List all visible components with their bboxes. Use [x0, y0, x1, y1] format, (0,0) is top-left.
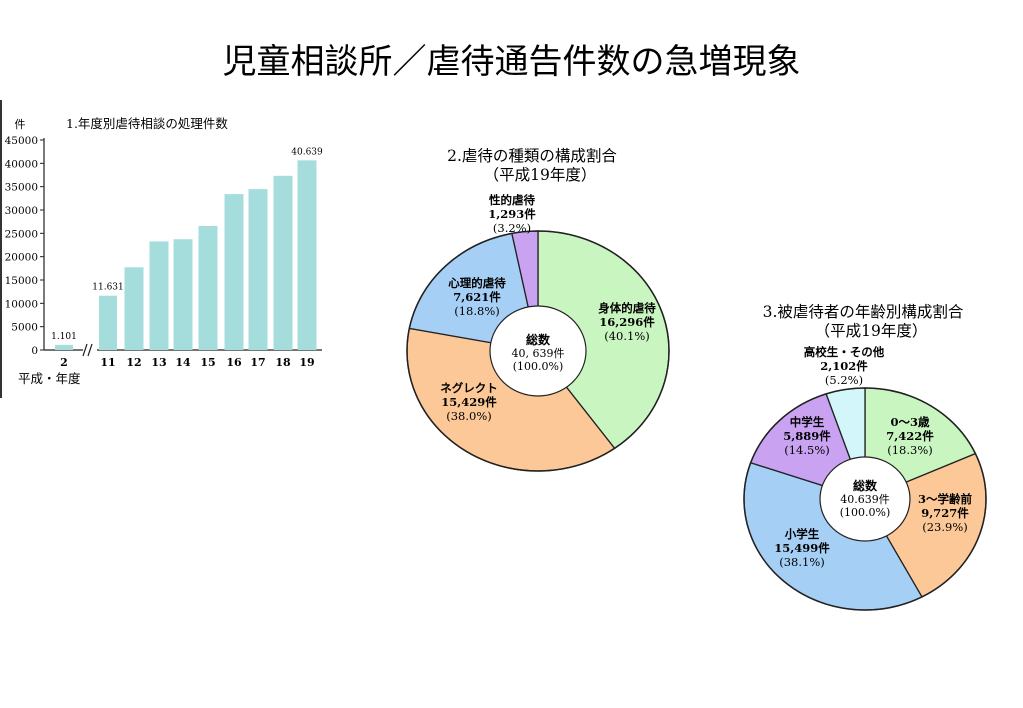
pie-center-label: 40, 639件 — [512, 347, 565, 360]
pie-center-hole — [819, 456, 911, 542]
bar — [198, 226, 218, 350]
pie-slice-percent: (14.5%) — [784, 443, 830, 457]
page-title: 児童相談所／虐待通告件数の急増現象 — [222, 42, 801, 82]
bar-x-tick-label: 18 — [275, 356, 291, 369]
left-divider — [0, 100, 2, 398]
bar — [173, 239, 193, 350]
pie-center-label: 総数 — [526, 332, 551, 347]
pie-slice-label: 中学生 — [790, 415, 825, 429]
bar-y-unit: 件 — [15, 118, 26, 131]
bar-axis-break-mark — [82, 343, 93, 357]
bar-data-label: 1.101 — [51, 332, 77, 342]
pie-slice-label: 心理的虐待 — [448, 276, 506, 290]
pie-slice-percent: (18.3%) — [887, 443, 933, 457]
bar-x-tick-label: 14 — [175, 356, 191, 369]
pie-chart-subtitle: （平成19年度） — [484, 166, 597, 184]
pie-slice-count: 2,102件 — [820, 359, 868, 373]
pie-slice-percent: (3.2%) — [493, 221, 531, 235]
bar-x-tick-label: 15 — [200, 356, 215, 369]
bar-chart-title: 1.年度別虐待相談の処理件数 — [66, 116, 228, 131]
bar-data-label: 11.631 — [92, 283, 124, 293]
pie-slice-label: 3～学齢前 — [918, 492, 973, 506]
bar-y-tick-label: 25000 — [5, 228, 38, 240]
bar-x-tick-label: 16 — [226, 356, 242, 369]
bar-x-tick-label: 2 — [60, 356, 68, 369]
bar-x-tick-label: 17 — [250, 356, 265, 369]
pie-center-label: (100.0%) — [840, 506, 891, 519]
bar-x-axis-title: 平成・年度 — [18, 371, 81, 386]
bar — [124, 267, 144, 350]
pie-slice-count: 7,422件 — [886, 429, 934, 443]
bar-data-label: 40.639 — [291, 147, 323, 157]
bar — [149, 241, 169, 350]
bar-y-tick-label: 20000 — [5, 252, 38, 264]
bar-y-tick-label: 10000 — [5, 298, 38, 310]
pie-slice-count: 7,621件 — [453, 290, 501, 304]
bar-y-tick-label: 45000 — [5, 135, 38, 147]
bar — [273, 175, 293, 350]
bar-x-tick-label: 11 — [100, 356, 115, 369]
pie-slice-count: 15,429件 — [441, 395, 497, 409]
pie-outline — [406, 230, 670, 472]
pie-slice-count: 16,296件 — [599, 315, 655, 329]
pie-slice-label: 身体的虐待 — [598, 301, 656, 315]
bar — [248, 189, 268, 350]
pie-chart-title: 3.被虐待者の年齢別構成割合 — [763, 303, 964, 321]
bar — [99, 295, 117, 350]
bar-x-tick-label: 13 — [151, 356, 166, 369]
pie-slice-percent: (23.9%) — [922, 520, 968, 534]
bar — [297, 160, 317, 350]
pie-center-label: (100.0%) — [513, 360, 564, 373]
pie-slice-count: 1,293件 — [488, 207, 536, 221]
bar-y-tick-label: 30000 — [5, 205, 38, 217]
bar — [55, 344, 73, 350]
pie-center-label: 総数 — [853, 478, 878, 493]
pie-slice-count: 9,727件 — [921, 506, 969, 520]
pie-slice-percent: (40.1%) — [604, 329, 650, 343]
pie-slice-label: 性的虐待 — [489, 193, 535, 207]
bar-y-tick-label: 35000 — [5, 182, 38, 194]
pie-slice-percent: (38.1%) — [779, 555, 825, 569]
pie-chart-title: 2.虐待の種類の構成割合 — [447, 147, 617, 165]
bar-y-tick-label: 15000 — [5, 275, 38, 287]
pie-center-hole — [489, 305, 587, 397]
pie-slice-label: ネグレクト — [440, 381, 498, 395]
pie-slice-label: 高校生・その他 — [804, 345, 885, 359]
pie-slice-percent: (5.2%) — [825, 373, 863, 387]
bar-x-tick-label: 12 — [126, 356, 141, 369]
bar-x-tick-label: 19 — [299, 356, 314, 369]
pie-center-label: 40.639件 — [840, 493, 890, 506]
pie-chart-subtitle: （平成19年度） — [815, 322, 928, 340]
pie-slice-label: 小学生 — [784, 527, 820, 541]
pie-slice-percent: (38.0%) — [446, 409, 492, 423]
bar-y-tick-label: 0 — [31, 345, 38, 357]
pie-slice-count: 15,499件 — [774, 541, 830, 555]
pie-slice-percent: (18.8%) — [454, 304, 500, 318]
pie-slice-count: 5,889件 — [783, 429, 831, 443]
bar-y-tick-label: 5000 — [11, 322, 38, 334]
bar — [224, 194, 244, 350]
pie-outline — [743, 387, 987, 611]
pie-slice-label: 0～3歳 — [890, 415, 930, 429]
bar-y-tick-label: 40000 — [5, 158, 38, 170]
